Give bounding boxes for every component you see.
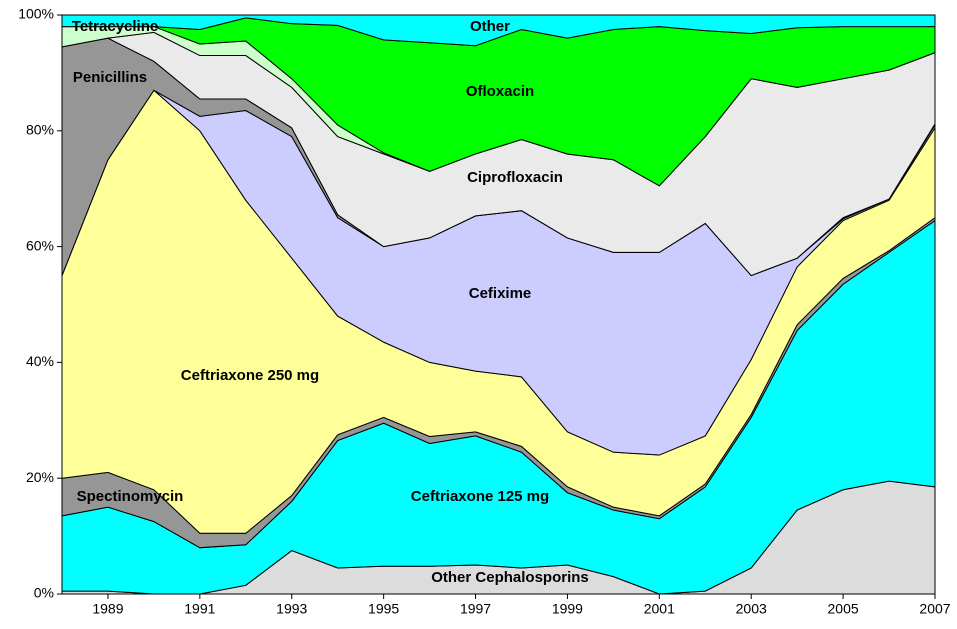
y-tick-label: 0% xyxy=(34,585,54,601)
y-tick-label: 100% xyxy=(18,6,54,22)
y-tick-label: 40% xyxy=(26,353,54,369)
series-label: Other Cephalosporins xyxy=(431,569,589,586)
x-tick-label: 2005 xyxy=(828,601,859,617)
x-tick-label: 2007 xyxy=(919,601,950,617)
series-label: Ciprofloxacin xyxy=(467,169,563,186)
y-tick-label: 80% xyxy=(26,122,54,138)
x-tick-label: 1997 xyxy=(460,601,491,617)
x-tick-label: 1993 xyxy=(276,601,307,617)
series-label: Penicillins xyxy=(73,69,147,86)
x-tick-label: 1989 xyxy=(92,601,123,617)
x-tick-label: 1995 xyxy=(368,601,399,617)
series-label: Ofloxacin xyxy=(466,83,534,100)
area xyxy=(61,14,936,47)
series-label: Ceftriaxone 250 mg xyxy=(181,367,319,384)
series-label: Ceftriaxone 125 mg xyxy=(411,488,549,505)
x-tick-label: 1991 xyxy=(184,601,215,617)
x-tick-label: 2003 xyxy=(736,601,767,617)
x-tick-label: 2001 xyxy=(644,601,675,617)
series-label: Cefixime xyxy=(469,285,532,302)
x-tick-label: 1999 xyxy=(552,601,583,617)
y-tick-label: 20% xyxy=(26,469,54,485)
series-label: Tetracycline xyxy=(72,18,158,35)
series-label: Other xyxy=(470,18,510,35)
y-tick-label: 60% xyxy=(26,237,54,253)
series-label: Spectinomycin xyxy=(77,488,184,505)
